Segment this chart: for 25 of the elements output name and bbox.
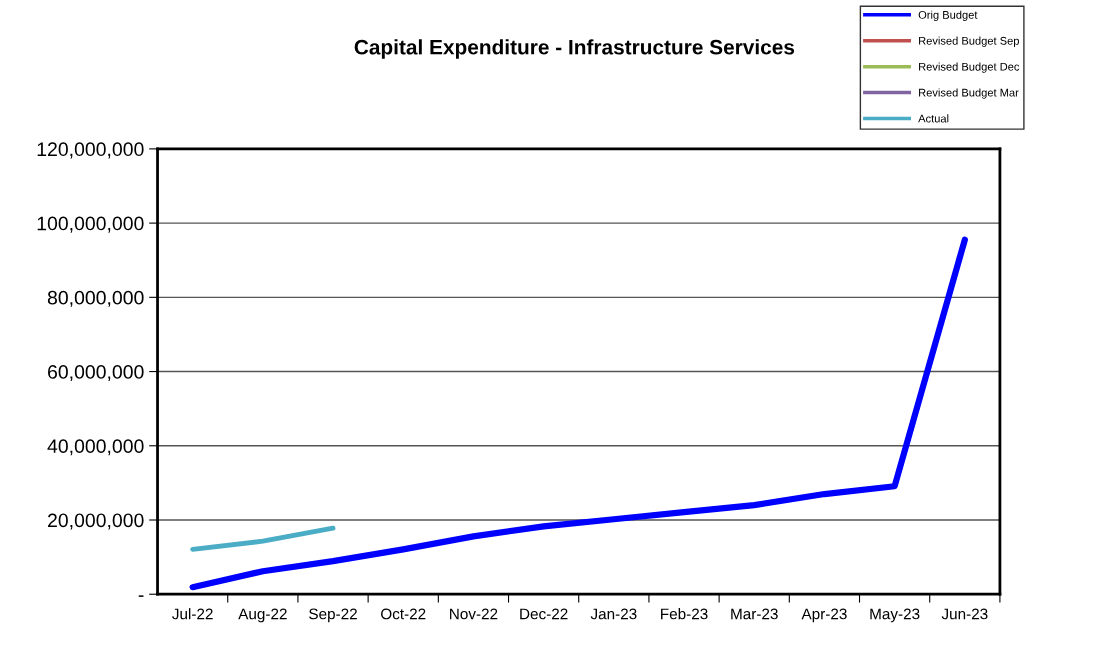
chart-title: Capital Expenditure - Infrastructure Services [354, 39, 795, 59]
x-tick-label: Jul-22 [172, 608, 213, 620]
x-tick-label: Dec-22 [520, 608, 568, 620]
x-tick-label: Sep-22 [309, 608, 357, 623]
x-tick-label: Nov-22 [450, 608, 498, 620]
x-tick-label: May-23 [870, 608, 920, 623]
y-tick-label: 40,000,000 [47, 439, 144, 456]
legend-label: Orig Budget [918, 10, 978, 22]
y-tick-label: 60,000,000 [48, 365, 144, 382]
y-tick-label: 120,000,000 [37, 142, 144, 159]
y-tick-label: 100,000,000 [37, 216, 144, 233]
y-tick-label: 20,000,000 [48, 513, 144, 530]
y-tick-label: - [138, 595, 144, 597]
legend-label: Revised Budget Sep [919, 36, 1019, 47]
x-tick-label: Mar-23 [731, 608, 778, 620]
y-tick-label: 80,000,000 [47, 290, 144, 307]
x-tick-label: Jan-23 [590, 608, 637, 620]
x-tick-label: Oct-22 [381, 608, 426, 620]
legend-label: Revised Budget Mar [919, 88, 1019, 99]
x-tick-label: Jun-23 [941, 608, 988, 620]
x-tick-label: Apr-23 [801, 608, 847, 623]
x-tick-label: Feb-23 [661, 608, 708, 620]
legend-label: Revised Budget Dec [919, 62, 1020, 73]
legend-label: Actual [918, 114, 949, 123]
x-tick-label: Aug-22 [238, 608, 287, 623]
